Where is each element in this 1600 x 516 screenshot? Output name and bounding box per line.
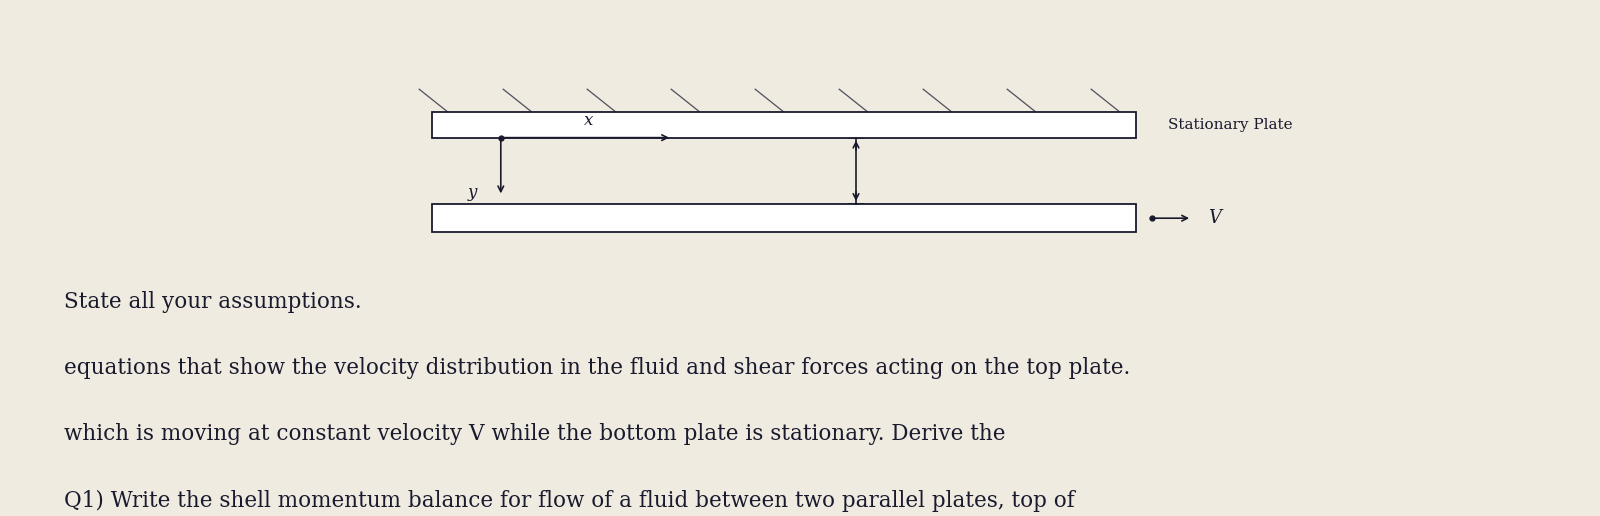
Text: V: V bbox=[1208, 209, 1221, 227]
Text: State all your assumptions.: State all your assumptions. bbox=[64, 291, 362, 313]
Text: which is moving at constant velocity V while the bottom plate is stationary. Der: which is moving at constant velocity V w… bbox=[64, 423, 1005, 445]
Bar bbox=[432, 204, 1136, 232]
Text: Stationary Plate: Stationary Plate bbox=[1168, 118, 1293, 132]
Bar bbox=[432, 112, 1136, 138]
Text: x: x bbox=[584, 112, 594, 129]
Text: y: y bbox=[467, 184, 477, 201]
Text: Q1) Write the shell momentum balance for flow of a fluid between two parallel pl: Q1) Write the shell momentum balance for… bbox=[64, 489, 1075, 511]
Text: equations that show the velocity distribution in the fluid and shear forces acti: equations that show the velocity distrib… bbox=[64, 357, 1130, 379]
